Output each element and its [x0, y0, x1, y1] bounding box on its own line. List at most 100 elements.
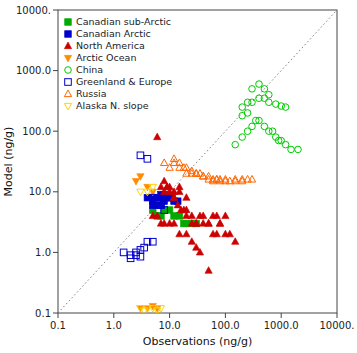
point	[295, 146, 302, 153]
y-tick	[53, 191, 58, 192]
point	[161, 159, 168, 166]
y-tick	[53, 10, 58, 11]
point	[205, 267, 212, 274]
legend: Canadian sub-ArcticCanadian ArcticNorth …	[64, 16, 172, 111]
legend-label: China	[76, 64, 103, 75]
point	[183, 164, 190, 171]
point	[132, 178, 139, 185]
y-tick-label: 0.1	[35, 308, 51, 319]
point	[154, 212, 161, 219]
point	[120, 249, 127, 256]
point	[193, 220, 200, 227]
point	[183, 230, 190, 237]
point	[239, 177, 246, 184]
plot-marks	[58, 10, 337, 313]
point	[282, 104, 289, 111]
x-tick-label: 10000.	[320, 320, 355, 331]
x-tick	[281, 313, 282, 318]
point	[232, 238, 239, 245]
point	[232, 141, 239, 148]
point	[249, 99, 256, 106]
point	[256, 117, 263, 124]
y-tick-label: 10000.	[16, 5, 51, 16]
y-axis-label: Model (ng/g)	[2, 127, 15, 197]
legend-label: Alaska N. slope	[76, 100, 149, 111]
point	[188, 212, 195, 219]
x-tick-label: 1.0	[106, 320, 122, 331]
point	[137, 253, 144, 260]
plot-frame	[58, 10, 337, 313]
point	[137, 152, 144, 159]
point	[149, 184, 156, 191]
point	[205, 172, 212, 179]
legend-label: Arctic Ocean	[76, 52, 136, 63]
point	[232, 177, 239, 184]
series	[232, 81, 301, 153]
point	[261, 95, 268, 102]
point	[249, 123, 256, 130]
y-tick-label: 10.0	[29, 186, 51, 197]
point	[154, 133, 161, 140]
x-tick-label: 0.1	[50, 320, 66, 331]
series	[120, 152, 167, 262]
point	[256, 81, 263, 88]
point	[216, 220, 223, 227]
point	[133, 252, 140, 259]
y-tick-label: 1000.0	[16, 65, 51, 76]
point	[193, 244, 200, 251]
y-tick-label: 1.0	[35, 247, 51, 258]
point	[249, 86, 256, 93]
point	[188, 238, 195, 245]
x-tick-label: 100.0	[211, 320, 240, 331]
y-tick	[53, 70, 58, 71]
point	[150, 238, 157, 245]
point	[166, 164, 173, 171]
point	[137, 306, 144, 313]
point	[226, 230, 233, 237]
point	[176, 213, 183, 220]
legend-symbol	[64, 103, 71, 110]
point	[266, 91, 273, 98]
point	[248, 175, 255, 182]
legend-label: Canadian Arctic	[76, 28, 151, 39]
series	[149, 133, 239, 273]
point	[239, 134, 246, 141]
point	[193, 170, 200, 177]
series	[161, 155, 256, 184]
x-tick	[337, 313, 338, 318]
x-tick	[169, 313, 170, 318]
point	[196, 212, 203, 219]
point	[161, 177, 168, 184]
point	[282, 141, 289, 148]
y-tick	[53, 252, 58, 253]
series	[137, 184, 165, 313]
point	[261, 86, 268, 93]
point	[205, 220, 212, 227]
point	[137, 189, 144, 196]
point	[183, 206, 190, 213]
y-tick	[53, 313, 58, 314]
series	[132, 174, 160, 312]
point	[205, 220, 212, 227]
point	[163, 183, 170, 190]
point	[288, 146, 295, 153]
point	[176, 183, 183, 190]
legend-symbol	[64, 90, 71, 97]
point	[196, 248, 203, 255]
point	[137, 174, 144, 181]
x-tick-label: 10.0	[158, 320, 180, 331]
y-tick	[53, 131, 58, 132]
point	[278, 103, 285, 110]
x-tick-label: 1000.0	[264, 320, 299, 331]
legend-label: Russia	[76, 88, 107, 99]
legend-symbol	[65, 67, 72, 74]
point	[170, 220, 177, 227]
x-tick	[58, 313, 59, 318]
legend-label: Canadian sub-Arctic	[76, 16, 171, 27]
x-tick	[225, 313, 226, 318]
legend-symbol	[64, 55, 71, 62]
point	[193, 220, 200, 227]
reference-line	[58, 10, 337, 313]
point	[222, 212, 229, 219]
series	[150, 207, 200, 227]
